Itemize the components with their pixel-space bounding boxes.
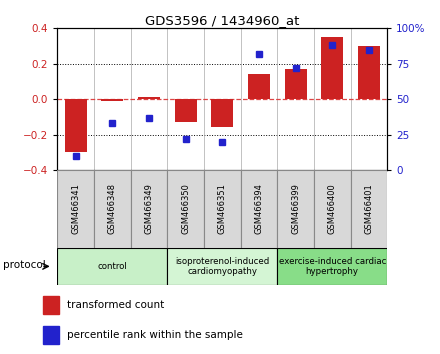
Bar [167,248,277,285]
Text: GSM466401: GSM466401 [364,183,374,234]
Bar [57,170,94,248]
Text: GSM466350: GSM466350 [181,183,190,234]
Text: exercise-induced cardiac
hypertrophy: exercise-induced cardiac hypertrophy [279,257,386,276]
Bar [175,99,197,122]
Text: percentile rank within the sample: percentile rank within the sample [67,330,243,341]
Bar [43,326,59,344]
Bar [277,248,387,285]
Bar [43,296,59,314]
Text: GSM466400: GSM466400 [328,183,337,234]
Bar [65,99,87,152]
Bar [314,170,351,248]
Title: GDS3596 / 1434960_at: GDS3596 / 1434960_at [145,14,299,27]
Text: transformed count: transformed count [67,300,164,310]
Bar [131,170,167,248]
Bar [101,99,123,101]
Text: protocol: protocol [3,259,46,269]
Bar [285,69,307,99]
Bar [248,74,270,99]
Text: GSM466348: GSM466348 [108,183,117,234]
Text: GSM466341: GSM466341 [71,183,80,234]
Bar [204,170,241,248]
Bar [167,170,204,248]
Text: GSM466351: GSM466351 [218,183,227,234]
Bar [138,97,160,99]
Bar [358,46,380,99]
Bar [94,170,131,248]
Text: GSM466394: GSM466394 [254,183,264,234]
Bar [321,37,343,99]
Bar [277,170,314,248]
Text: GSM466349: GSM466349 [144,183,154,234]
Text: isoproterenol-induced
cardiomyopathy: isoproterenol-induced cardiomyopathy [175,257,269,276]
Text: GSM466399: GSM466399 [291,183,300,234]
Text: control: control [97,262,127,271]
Bar [57,248,167,285]
Bar [241,170,277,248]
Bar [211,99,233,127]
Bar [351,170,387,248]
